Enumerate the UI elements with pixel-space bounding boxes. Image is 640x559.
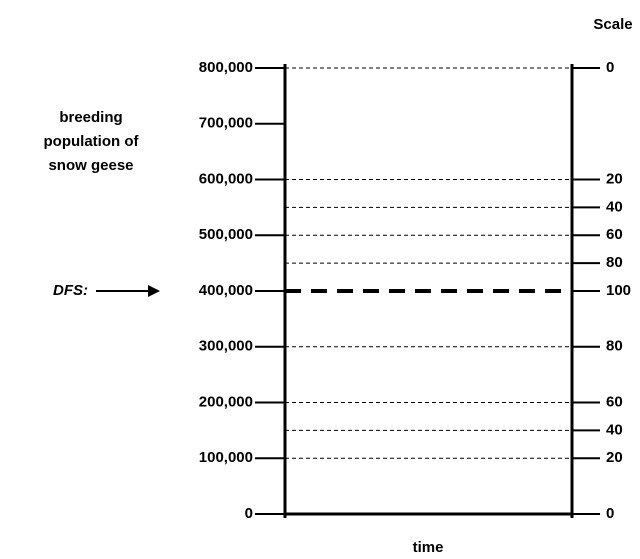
scale-tick-label: 20	[606, 170, 623, 187]
scale-tick-label: 60	[606, 226, 623, 243]
x-label: time	[413, 539, 444, 556]
scale-tick-label: 0	[606, 59, 614, 76]
scale-tick-label: 80	[606, 254, 623, 271]
scale-tick-label: 60	[606, 393, 623, 410]
scale-tick-label: 20	[606, 449, 623, 466]
y-tick-label: 300,000	[199, 338, 253, 355]
y-tick-label: 600,000	[199, 170, 253, 187]
scale-tick-label: 100	[606, 282, 631, 299]
scale-tick-label: 40	[606, 421, 623, 438]
scale-label: Scale	[593, 16, 632, 33]
y-tick-label: 500,000	[199, 226, 253, 243]
y-tick-label: 700,000	[199, 115, 253, 132]
dfs-arrowhead	[148, 285, 160, 297]
y-tick-label: 400,000	[199, 282, 253, 299]
scale-tick-label: 40	[606, 198, 623, 215]
y-label: breeding	[59, 109, 122, 126]
y-label: population of	[44, 133, 140, 150]
scale-tick-label: 80	[606, 338, 623, 355]
dfs-label: DFS:	[53, 282, 88, 299]
y-label: snow geese	[48, 157, 133, 174]
scale-tick-label: 0	[606, 505, 614, 522]
y-tick-label: 200,000	[199, 393, 253, 410]
y-tick-label: 100,000	[199, 449, 253, 466]
y-tick-label: 0	[245, 505, 253, 522]
y-tick-label: 800,000	[199, 59, 253, 76]
